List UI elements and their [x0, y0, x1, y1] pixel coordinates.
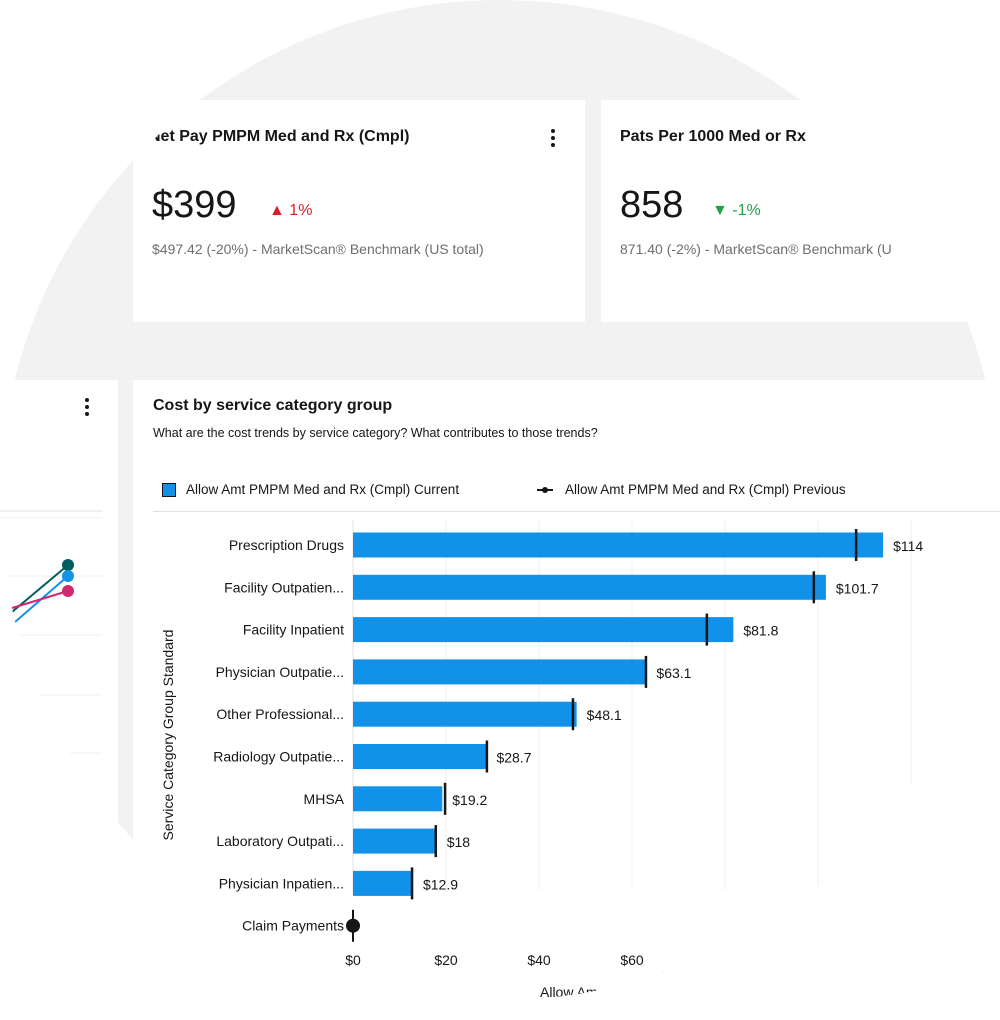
y-tick-label: Claim Payments	[242, 918, 344, 934]
kpi-benchmark: $497.42 (-20%) - MarketScan® Benchmark (…	[152, 241, 484, 257]
kpi-delta: ▼ -1%	[712, 202, 761, 220]
chart-tooltip: Allow Amt P	[663, 972, 803, 1000]
bar-value-label: $18	[447, 834, 471, 850]
overflow-menu-vertical-icon[interactable]	[85, 398, 89, 419]
bar-value-label: $19.2	[452, 792, 487, 808]
cost-by-service-category-card: Cost by service category group What are …	[133, 380, 1000, 1000]
bar-current[interactable]	[353, 617, 734, 643]
y-tick-label: Facility Outpatien...	[224, 579, 344, 595]
kpi-delta-value: 1%	[289, 202, 313, 219]
bar-value-label: $101.7	[836, 580, 879, 596]
bar-chart: $114 $101.7 $81.8 $63.1 $48.1 $28.7 $19.2 $18 $1…	[160, 520, 923, 1000]
bar-value-label: $81.8	[743, 623, 778, 639]
y-axis-title: Service Category Group Standard	[160, 630, 176, 841]
chart-subtitle: What are the cost trends by service cate…	[153, 426, 598, 440]
kpi-delta-value: -1%	[732, 202, 761, 219]
bar-current[interactable]	[353, 659, 647, 685]
legend-label: Allow Amt PMPM Med and Rx (Cmpl) Current	[186, 482, 460, 497]
bar-current[interactable]	[353, 828, 437, 854]
y-tick-label: Prescription Drugs	[229, 537, 344, 553]
overflow-menu-vertical-icon[interactable]	[551, 129, 555, 150]
trend-line-chart	[0, 510, 102, 754]
bar-value-label: $114	[893, 538, 923, 554]
legend-item-current[interactable]: Allow Amt PMPM Med and Rx (Cmpl) Current	[162, 482, 459, 497]
y-tick-label: Other Professional...	[216, 706, 344, 722]
series-point-blue	[62, 570, 74, 582]
chart-title: Cost by service category group	[153, 397, 393, 414]
triangle-down-icon: ▼	[712, 202, 728, 219]
point-current[interactable]	[346, 918, 360, 933]
y-tick-label: Laboratory Outpati...	[216, 833, 344, 849]
bar-current[interactable]	[353, 744, 487, 769]
triangle-up-icon: ▲	[269, 202, 285, 219]
kpi-title: Net Pay PMPM Med and Rx (Cmpl)	[149, 128, 410, 145]
y-tick-label: Physician Outpatie...	[216, 664, 344, 680]
kpi-card-pats-per-1000: Pats Per 1000 Med or Rx 858 ▼ -1% 871.40…	[601, 100, 1000, 322]
kpi-delta: ▲ 1%	[269, 202, 312, 220]
kpi-card-net-pay: Net Pay PMPM Med and Rx (Cmpl) $399 ▲ 1%…	[133, 100, 585, 322]
bar-current[interactable]	[353, 532, 884, 558]
bar-value-label: $48.1	[587, 707, 622, 723]
legend-item-previous[interactable]: Allow Amt PMPM Med and Rx (Cmpl) Previou…	[537, 482, 846, 497]
bar-value-label: $12.9	[423, 876, 458, 892]
x-tick-label: $60	[620, 952, 644, 968]
series-point-teal	[62, 559, 74, 571]
kpi-benchmark: 871.40 (-2%) - MarketScan® Benchmark (U	[620, 241, 936, 257]
bar-current[interactable]	[353, 574, 826, 600]
series-point-magenta	[62, 585, 74, 597]
kpi-value: $399	[152, 184, 237, 226]
legend-line-dot-icon	[537, 483, 553, 497]
legend-divider	[153, 511, 1000, 512]
kpi-value: 858	[620, 184, 684, 226]
bar-current[interactable]	[353, 870, 413, 896]
x-tick-label: $20	[434, 952, 458, 968]
y-tick-label: Radiology Outpatie...	[213, 749, 344, 765]
trend-card	[0, 380, 118, 830]
kpi-benchmark-text: 871.40 (-2%) - MarketScan® Benchmark (U	[620, 241, 892, 257]
x-tick-label: $0	[345, 952, 361, 968]
kpi-title: Pats Per 1000 Med or Rx	[620, 128, 806, 145]
series-line-magenta	[11, 590, 69, 609]
y-tick-label: Facility Inpatient	[243, 622, 344, 638]
x-axis-title: Allow Am	[540, 984, 598, 1000]
bar-value-label: $28.7	[496, 750, 531, 766]
bar-value-label: $63.1	[656, 665, 691, 681]
legend-swatch-square-icon	[162, 482, 176, 497]
bar-current[interactable]	[353, 701, 577, 727]
y-tick-label: Physician Inpatien...	[219, 875, 344, 891]
y-tick-label: MHSA	[304, 791, 345, 807]
bar-current[interactable]	[353, 786, 443, 812]
x-tick-label: $40	[527, 952, 551, 968]
legend-label: Allow Amt PMPM Med and Rx (Cmpl) Previou…	[565, 482, 846, 497]
